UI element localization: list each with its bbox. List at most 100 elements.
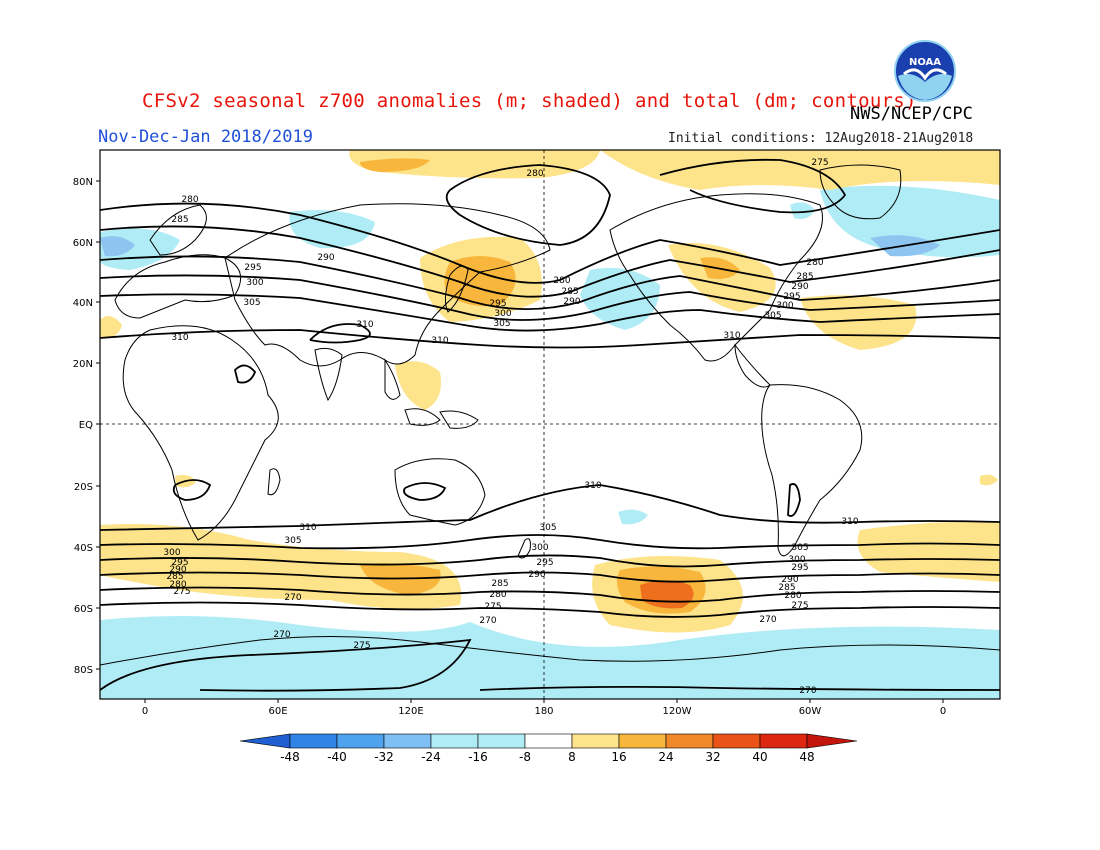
colorbar-tick-label: -40: [327, 750, 347, 764]
colorbar-swatch: [618, 733, 667, 749]
contour-line: [100, 255, 1000, 310]
colorbar-tick-label: -48: [280, 750, 300, 764]
contour-label: 290: [781, 575, 798, 585]
contour-label: 280: [553, 276, 570, 286]
coastline: [224, 203, 551, 367]
contour-label: 280: [784, 591, 801, 601]
contour-label: 285: [491, 579, 508, 589]
coastline: [444, 265, 469, 313]
lon-label: 120W: [663, 706, 692, 717]
colorbar-tick-label: -16: [468, 750, 488, 764]
coastline: [819, 164, 902, 220]
contour-label: 310: [723, 331, 740, 341]
lon-label: 180: [534, 706, 553, 717]
contour-label: 275: [173, 587, 190, 597]
contour-line: [100, 571, 1000, 583]
contour-label: 310: [584, 481, 601, 491]
contour-label: 305: [539, 523, 556, 533]
colorbar-arrow-left: [239, 733, 291, 749]
colorbar-tick-label: -32: [374, 750, 394, 764]
colorbar-tick-label: 8: [568, 750, 576, 764]
coastline: [439, 410, 479, 429]
lon-label: 120E: [398, 706, 423, 717]
anomaly-region: [600, 150, 1000, 190]
contour-label: 270: [479, 616, 496, 626]
contour-label: 305: [284, 536, 301, 546]
contour-line: [479, 685, 1000, 691]
map-plot-area: [100, 150, 1000, 699]
anomaly-region: [820, 185, 1000, 258]
contour-line: [100, 274, 1000, 321]
anomaly-region: [100, 316, 122, 339]
contour-label: 305: [493, 319, 510, 329]
lat-label: 20N: [73, 359, 93, 370]
height-contours: [100, 158, 1000, 692]
contour-label: 275: [353, 641, 370, 651]
contour-label: 310: [431, 336, 448, 346]
coastline: [267, 468, 281, 496]
lat-label: 60N: [73, 238, 93, 249]
anomaly-region: [980, 474, 998, 486]
colorbar-swatch: [712, 733, 761, 749]
contour-label: 275: [484, 602, 501, 612]
logo-text: NOAA: [909, 57, 941, 68]
anomaly-region: [395, 361, 441, 410]
contour-label: 290: [563, 297, 580, 307]
colorbar-tick-label: 48: [799, 750, 814, 764]
colorbar-tick-label: 16: [611, 750, 626, 764]
anomaly-region: [857, 521, 1000, 582]
contour-line: [445, 164, 611, 246]
anomaly-region: [349, 150, 600, 179]
contour-label: 280: [169, 580, 186, 590]
colorbar-swatch: [759, 733, 808, 749]
contour-line: [787, 483, 801, 517]
contour-line: [403, 482, 447, 501]
lat-label: 80N: [73, 177, 93, 188]
contour-line: [100, 484, 1000, 531]
colorbar-arrow-right: [806, 733, 858, 749]
anomaly-region: [618, 509, 648, 525]
lat-label: EQ: [79, 420, 93, 431]
colorbar-tick-label: -24: [421, 750, 441, 764]
map-title: CFSv2 seasonal z700 anomalies (m; shaded…: [142, 90, 917, 112]
colorbar-swatch: [524, 733, 573, 749]
contour-line: [100, 554, 1000, 568]
contour-label: 300: [776, 301, 793, 311]
anomaly-region: [100, 236, 135, 257]
anomaly-region: [289, 209, 375, 249]
colorbar-swatch: [477, 733, 526, 749]
colorbar-swatch: [289, 733, 338, 749]
org-label: NWS/NCEP/CPC: [850, 104, 973, 124]
contour-line: [100, 293, 1000, 332]
contour-label: 295: [171, 558, 188, 568]
coastline: [100, 635, 1000, 699]
colorbar-tick-label: 32: [705, 750, 720, 764]
contour-line: [100, 534, 1000, 550]
coastline: [122, 325, 279, 541]
lat-label: 40S: [74, 543, 93, 554]
contour-label: 285: [796, 272, 813, 282]
colorbar-tick-label: -8: [519, 750, 531, 764]
contour-line: [309, 323, 371, 344]
coastline: [404, 408, 441, 426]
contour-label: 280: [181, 195, 198, 205]
contour-label: 270: [759, 615, 776, 625]
contour-label: 300: [788, 555, 805, 565]
contour-label: 310: [171, 333, 188, 343]
contour-label: 305: [243, 298, 260, 308]
contour-label: 295: [489, 299, 506, 309]
colorbar: -48 -40 -32 -24 -16 -8 8 16 24 32 40 48: [239, 733, 858, 764]
contour-label: 290: [169, 565, 186, 575]
colorbar-swatch: [383, 733, 432, 749]
contour-label: 295: [244, 263, 261, 273]
coastline: [149, 204, 207, 256]
contour-line: [172, 479, 212, 501]
coastline: [314, 347, 343, 402]
contour-label: 305: [764, 311, 781, 321]
contour-label: 275: [791, 601, 808, 611]
colorbar-swatch: [430, 733, 479, 749]
contour-label: 300: [246, 278, 263, 288]
anomaly-region: [790, 202, 815, 219]
contour-label: 280: [526, 169, 543, 179]
